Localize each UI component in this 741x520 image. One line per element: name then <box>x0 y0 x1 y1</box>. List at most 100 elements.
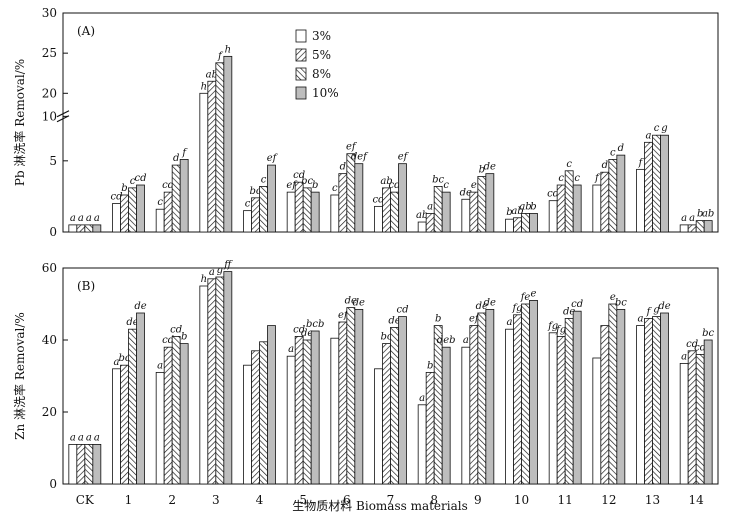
significance-letter: d <box>173 153 179 164</box>
significance-letter: a <box>507 317 513 328</box>
significance-letter: f <box>217 51 224 62</box>
y-tick-label: 60 <box>42 261 57 275</box>
significance-letter: ef <box>469 314 481 325</box>
x-axis-label: 生物质材料 Biomass materials <box>292 499 468 513</box>
bar <box>163 191 173 233</box>
bar <box>155 208 165 233</box>
significance-letter: b <box>530 201 536 212</box>
legend: 3% 5% 8% 10% <box>295 29 339 100</box>
significance-letter: ff <box>223 260 233 271</box>
bar <box>461 198 471 233</box>
bar <box>679 362 689 485</box>
significance-letter: h <box>225 44 231 55</box>
significance-letter: a <box>681 351 687 362</box>
significance-letter: cd <box>547 189 559 200</box>
bar <box>485 173 495 233</box>
significance-letter: cd <box>110 192 122 203</box>
bar <box>179 159 189 233</box>
bar <box>251 350 260 485</box>
x-tick-label: 14 <box>689 493 705 507</box>
bar <box>215 276 225 485</box>
bar <box>548 332 558 485</box>
bar <box>243 210 252 233</box>
significance-letter: a <box>94 432 100 443</box>
significance-letter: cd <box>571 299 583 310</box>
significance-letter: h <box>201 274 207 285</box>
significance-letter: c <box>245 199 251 210</box>
bar <box>302 339 312 485</box>
significance-letter: c <box>558 173 564 184</box>
x-tick-label: 3 <box>212 493 220 507</box>
significance-letter: a <box>70 432 76 443</box>
bar <box>136 312 145 485</box>
bar <box>390 191 399 233</box>
panel-label: (A) <box>77 24 95 38</box>
significance-letter: de <box>484 162 496 173</box>
bar <box>521 213 530 233</box>
bar <box>92 224 102 233</box>
bar <box>660 134 669 233</box>
bar <box>136 184 145 233</box>
bar <box>425 213 435 233</box>
significance-letter: c <box>157 197 163 208</box>
significance-letter: d <box>618 143 624 154</box>
bar <box>556 335 566 485</box>
legend-swatch <box>295 67 307 81</box>
y-axis-label: Pb 淋洗率 Removal/% <box>12 59 27 186</box>
significance-letter: bc <box>249 186 261 197</box>
bar <box>652 316 661 485</box>
significance-letter: bc <box>380 332 392 343</box>
significance-letter: bc <box>301 176 313 187</box>
bar <box>441 191 451 233</box>
x-tick-label: 6 <box>343 493 351 507</box>
bar <box>128 328 137 485</box>
bar <box>346 307 356 485</box>
x-tick-label: 2 <box>168 493 176 507</box>
bar <box>163 346 173 485</box>
bar <box>92 443 102 485</box>
bar <box>564 317 574 485</box>
x-tick-label: 4 <box>256 493 264 507</box>
y-tick-label: 0 <box>49 477 57 491</box>
bar <box>390 326 399 485</box>
significance-letter: cd <box>293 170 305 181</box>
significance-letter: b <box>121 183 127 194</box>
bar <box>302 187 312 233</box>
bar <box>616 154 626 233</box>
bar <box>382 343 391 485</box>
significance-letter: cd <box>686 339 698 350</box>
bar <box>120 194 129 233</box>
significance-letter: h <box>201 81 207 92</box>
significance-letter: cd <box>293 324 305 335</box>
bar <box>600 325 610 485</box>
bar <box>425 371 435 485</box>
significance-letter: a <box>86 213 92 224</box>
bar <box>703 339 713 485</box>
bar <box>529 299 538 485</box>
bar <box>179 343 189 485</box>
x-tick-label: 7 <box>387 493 395 507</box>
bar <box>513 217 522 233</box>
significance-letter: a <box>94 213 100 224</box>
significance-letter: f <box>594 173 601 184</box>
y-tick-label: 5 <box>49 154 57 168</box>
significance-letter: ef <box>286 180 298 191</box>
significance-letter: f <box>646 306 653 317</box>
x-tick-label: CK <box>76 493 95 507</box>
significance-letter: a <box>681 213 687 224</box>
x-tick-label: 13 <box>645 493 660 507</box>
significance-letter: ef <box>398 152 410 163</box>
bar <box>207 278 217 485</box>
significance-letter: a <box>463 335 469 346</box>
bar <box>120 364 129 485</box>
legend-swatch <box>295 29 307 43</box>
significance-letter: f <box>638 157 645 168</box>
significance-letter: g <box>653 305 659 316</box>
significance-letter: cd <box>694 342 706 353</box>
bar <box>294 335 304 485</box>
y-axis-label: Zn 淋洗率 Removal/% <box>12 312 27 440</box>
bar <box>223 55 233 233</box>
panel-label: (B) <box>77 279 95 293</box>
significance-letter: e <box>471 180 477 191</box>
